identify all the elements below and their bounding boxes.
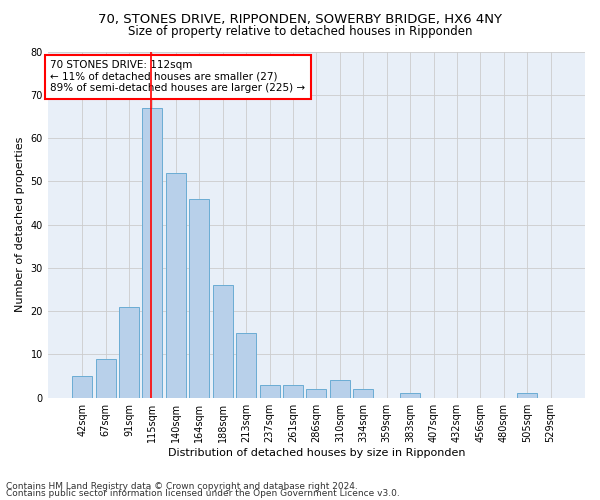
Bar	[517, 394, 537, 398]
Bar	[330, 380, 350, 398]
Text: 70, STONES DRIVE, RIPPONDEN, SOWERBY BRIDGE, HX6 4NY: 70, STONES DRIVE, RIPPONDEN, SOWERBY BRI…	[98, 12, 502, 26]
Bar	[213, 285, 233, 398]
Bar	[283, 384, 303, 398]
Bar	[260, 384, 280, 398]
Text: 70 STONES DRIVE: 112sqm
← 11% of detached houses are smaller (27)
89% of semi-de: 70 STONES DRIVE: 112sqm ← 11% of detache…	[50, 60, 305, 94]
Bar	[72, 376, 92, 398]
Bar	[307, 389, 326, 398]
Text: Size of property relative to detached houses in Ripponden: Size of property relative to detached ho…	[128, 25, 472, 38]
Bar	[236, 333, 256, 398]
X-axis label: Distribution of detached houses by size in Ripponden: Distribution of detached houses by size …	[167, 448, 465, 458]
Bar	[400, 394, 420, 398]
Bar	[190, 198, 209, 398]
Bar	[119, 307, 139, 398]
Text: Contains HM Land Registry data © Crown copyright and database right 2024.: Contains HM Land Registry data © Crown c…	[6, 482, 358, 491]
Bar	[353, 389, 373, 398]
Bar	[95, 359, 116, 398]
Text: Contains public sector information licensed under the Open Government Licence v3: Contains public sector information licen…	[6, 490, 400, 498]
Bar	[142, 108, 163, 398]
Bar	[166, 172, 186, 398]
Y-axis label: Number of detached properties: Number of detached properties	[15, 137, 25, 312]
